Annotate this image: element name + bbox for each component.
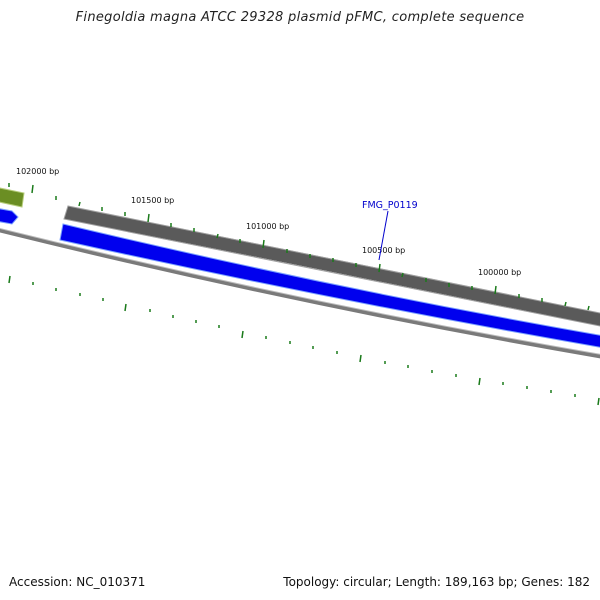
scale-ticks-upper [8,183,590,311]
scale-label-101500: 101500 bp [131,196,174,205]
scale-label-100000: 100000 bp [478,268,521,277]
forward-gene-green[interactable] [0,186,25,208]
sequence-summary: Topology: circular; Length: 189,163 bp; … [283,575,590,589]
plasmid-backbone-highlight [0,227,600,355]
scale-label-100500: 100500 bp [362,246,405,255]
scale-label-101000: 101000 bp [246,222,289,231]
accession-text: Accession: NC_010371 [9,575,146,589]
map-title: Finegoldia magna ATCC 29328 plasmid pFMC… [75,10,525,25]
forward-gene-gray[interactable] [63,205,600,328]
scale-ticks-lower [8,275,600,406]
reverse-gene-blue-left[interactable] [0,207,19,225]
plasmid-backbone [0,228,600,359]
gene-label-leader [378,210,389,261]
reverse-gene-blue[interactable] [59,223,600,349]
scale-label-102000: 102000 bp [16,167,59,176]
gene-label-fmg-p0119[interactable]: FMG_P0119 [362,200,418,211]
